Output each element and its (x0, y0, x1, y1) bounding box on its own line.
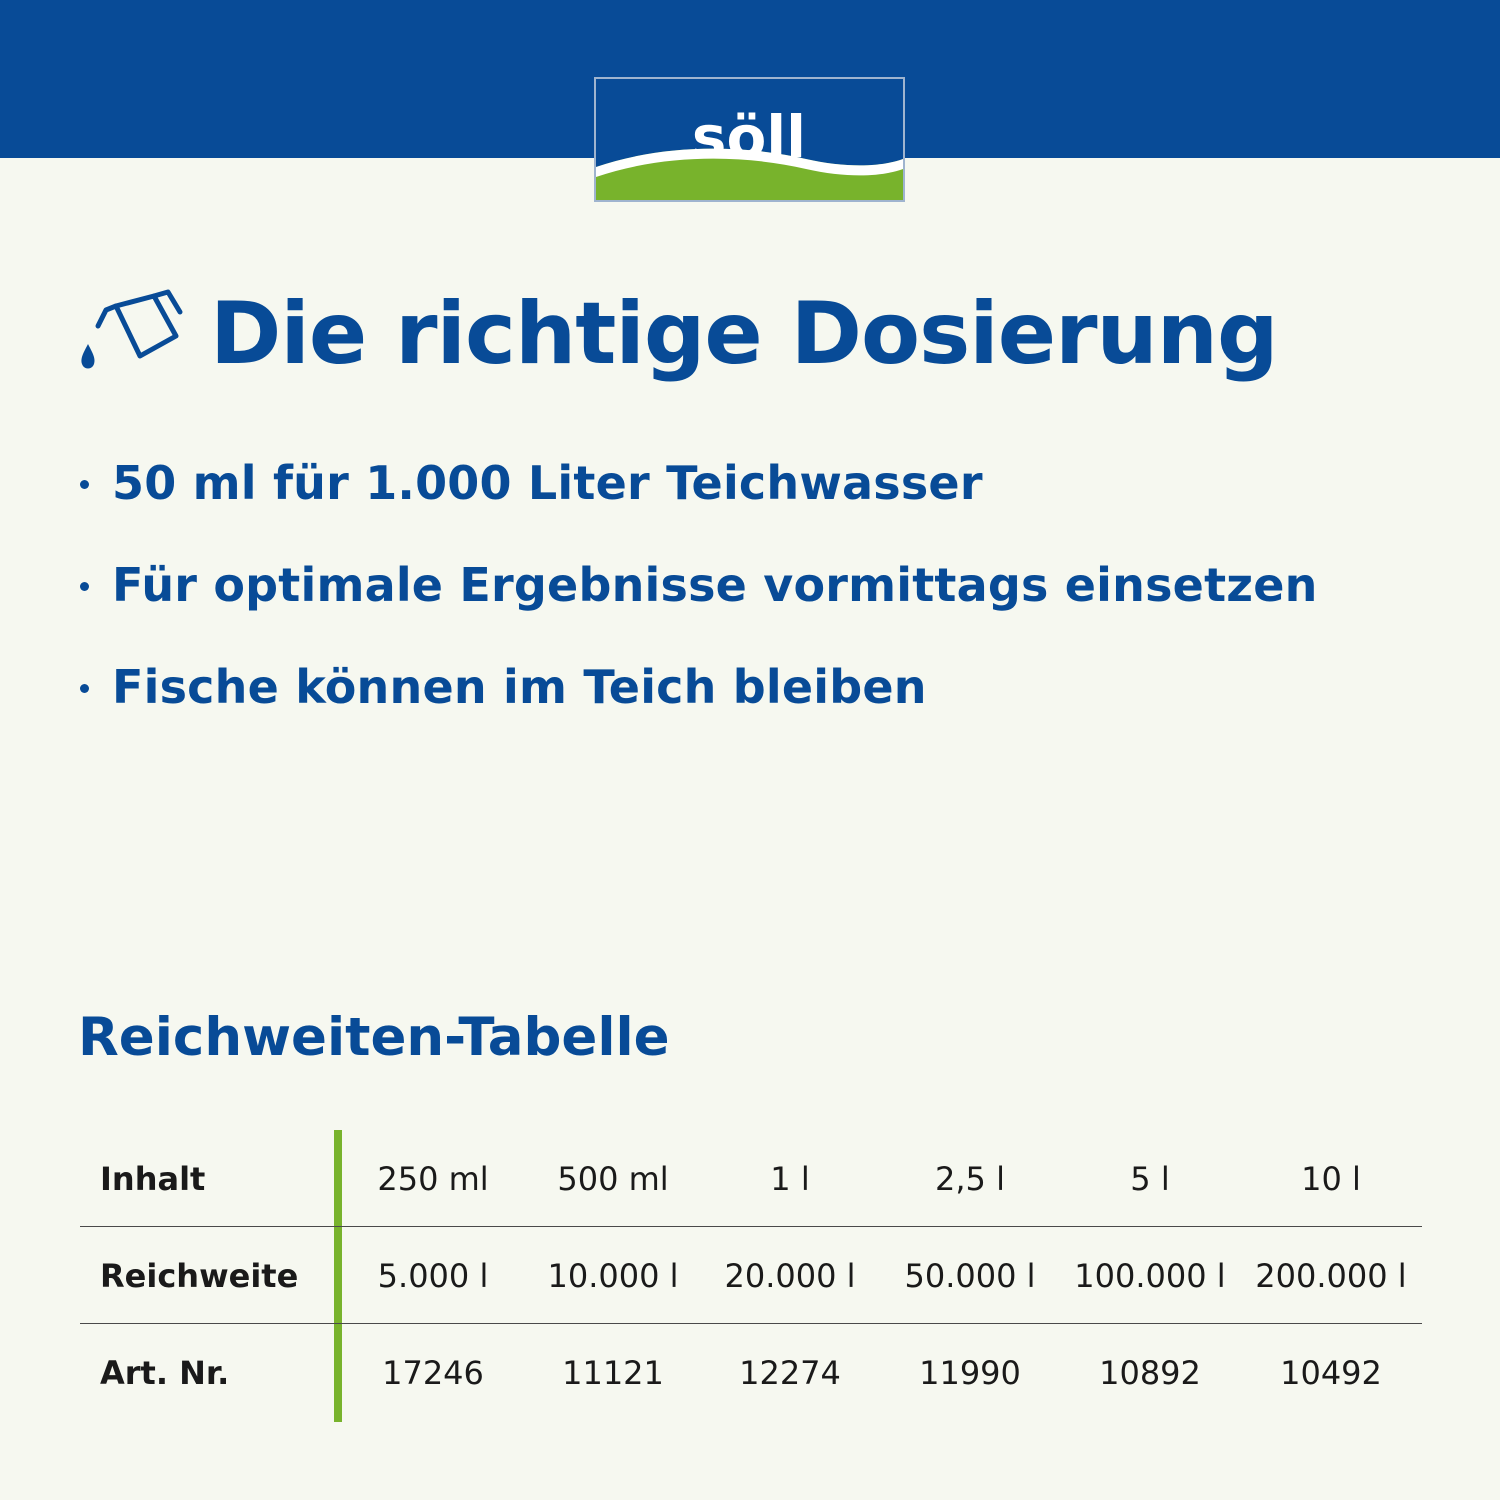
bullet-dot-icon (80, 480, 89, 489)
table-cell: 500 ml (557, 1160, 669, 1198)
table-cell: 200.000 l (1255, 1257, 1407, 1295)
row-label-inhalt: Inhalt (100, 1160, 206, 1198)
bullet-dot-icon (80, 582, 89, 591)
bullet-text: 50 ml für 1.000 Liter Teichwasser (112, 456, 983, 510)
table-cell: 10892 (1099, 1354, 1201, 1392)
table-cell: 5 l (1130, 1160, 1170, 1198)
table-cell: 10.000 l (547, 1257, 679, 1295)
table-cell: 5.000 l (377, 1257, 489, 1295)
table-column-divider (334, 1130, 342, 1422)
brand-logo: söll (594, 77, 905, 202)
table-cell: 17246 (382, 1354, 484, 1392)
bullet-dot-icon (80, 684, 89, 693)
table-row-divider (80, 1226, 1422, 1227)
table-cell: 10 l (1301, 1160, 1361, 1198)
table-cell: 20.000 l (724, 1257, 856, 1295)
table-cell: 10492 (1280, 1354, 1382, 1392)
row-label-reichweite: Reichweite (100, 1257, 299, 1295)
table-cell: 50.000 l (904, 1257, 1036, 1295)
table-row: Inhalt 250 ml 500 ml 1 l 2,5 l 5 l 10 l (80, 1130, 1422, 1228)
table-row: Reichweite 5.000 l 10.000 l 20.000 l 50.… (80, 1227, 1422, 1325)
table-cell: 2,5 l (935, 1160, 1005, 1198)
table-cell: 1 l (770, 1160, 810, 1198)
pouring-jug-icon (81, 289, 183, 369)
table-cell: 11990 (919, 1354, 1021, 1392)
table-cell: 11121 (562, 1354, 664, 1392)
table-cell: 100.000 l (1074, 1257, 1226, 1295)
svg-text:söll: söll (692, 103, 806, 171)
table-cell: 250 ml (377, 1160, 489, 1198)
bullet-text: Fische können im Teich bleiben (112, 660, 927, 714)
table-row: Art. Nr. 17246 11121 12274 11990 10892 1… (80, 1324, 1422, 1422)
table-cell: 12274 (739, 1354, 841, 1392)
bullet-text: Für optimale Ergebnisse vormittags einse… (112, 558, 1318, 612)
table-title: Reichweiten-Tabelle (78, 1007, 670, 1068)
table-row-divider (80, 1323, 1422, 1324)
range-table: Inhalt 250 ml 500 ml 1 l 2,5 l 5 l 10 l … (80, 1130, 1422, 1422)
row-label-art-nr: Art. Nr. (100, 1354, 230, 1392)
page-title: Die richtige Dosierung (210, 284, 1279, 384)
